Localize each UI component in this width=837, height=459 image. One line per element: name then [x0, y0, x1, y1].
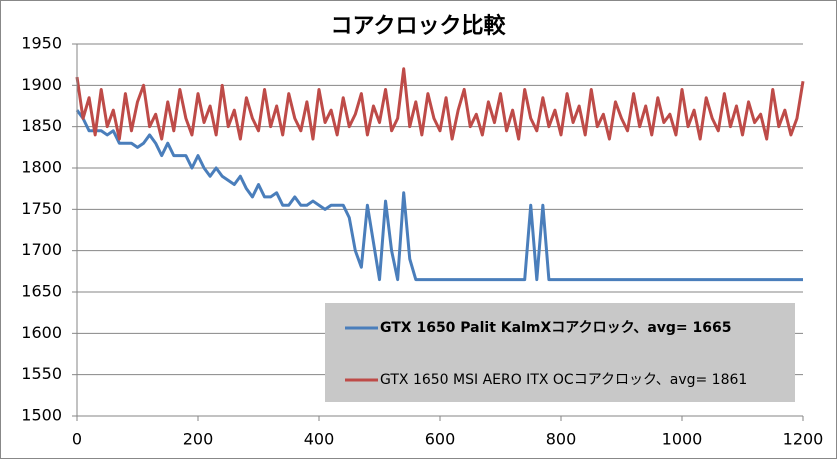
y-tick-label: 1750: [21, 199, 62, 218]
x-tick-label: 800: [546, 430, 577, 449]
series-line: [75, 109, 803, 282]
y-tick-label: 1850: [21, 116, 62, 135]
y-tick-label: 1550: [21, 364, 62, 383]
y-tick-label: 1800: [21, 158, 62, 177]
series-lines: [75, 67, 805, 282]
x-tick-label: 600: [425, 430, 456, 449]
x-tick-label: 400: [304, 430, 335, 449]
x-tick-label: 0: [72, 430, 82, 449]
y-tick-label: 1600: [21, 323, 62, 342]
y-tick-label: 1900: [21, 75, 62, 94]
x-tick-label: 200: [183, 430, 214, 449]
y-tick-label: 1700: [21, 240, 62, 259]
series-line: [75, 67, 805, 141]
x-tick-label: 1000: [662, 430, 703, 449]
y-tick-label: 1500: [21, 406, 62, 425]
legend-box: [325, 303, 795, 402]
y-tick-label: 1950: [21, 34, 62, 53]
chart-title: コアクロック比較: [331, 13, 507, 39]
legend-label: GTX 1650 Palit KalmXコアクロック、avg= 1665: [380, 320, 731, 336]
legend-label: GTX 1650 MSI AERO ITX OCコアクロック、avg= 1861: [380, 372, 747, 388]
x-tick-label: 1200: [783, 430, 824, 449]
legend: GTX 1650 Palit KalmXコアクロック、avg= 1665 GTX …: [345, 320, 747, 388]
y-tick-label: 1650: [21, 282, 62, 301]
